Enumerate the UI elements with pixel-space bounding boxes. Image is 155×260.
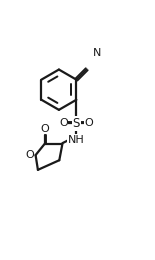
Text: N: N: [93, 48, 101, 58]
Text: S: S: [73, 117, 80, 130]
Text: NH: NH: [68, 135, 85, 145]
Text: O: O: [40, 124, 49, 134]
Text: O: O: [59, 119, 68, 128]
Text: O: O: [85, 119, 94, 128]
Text: O: O: [25, 150, 34, 160]
